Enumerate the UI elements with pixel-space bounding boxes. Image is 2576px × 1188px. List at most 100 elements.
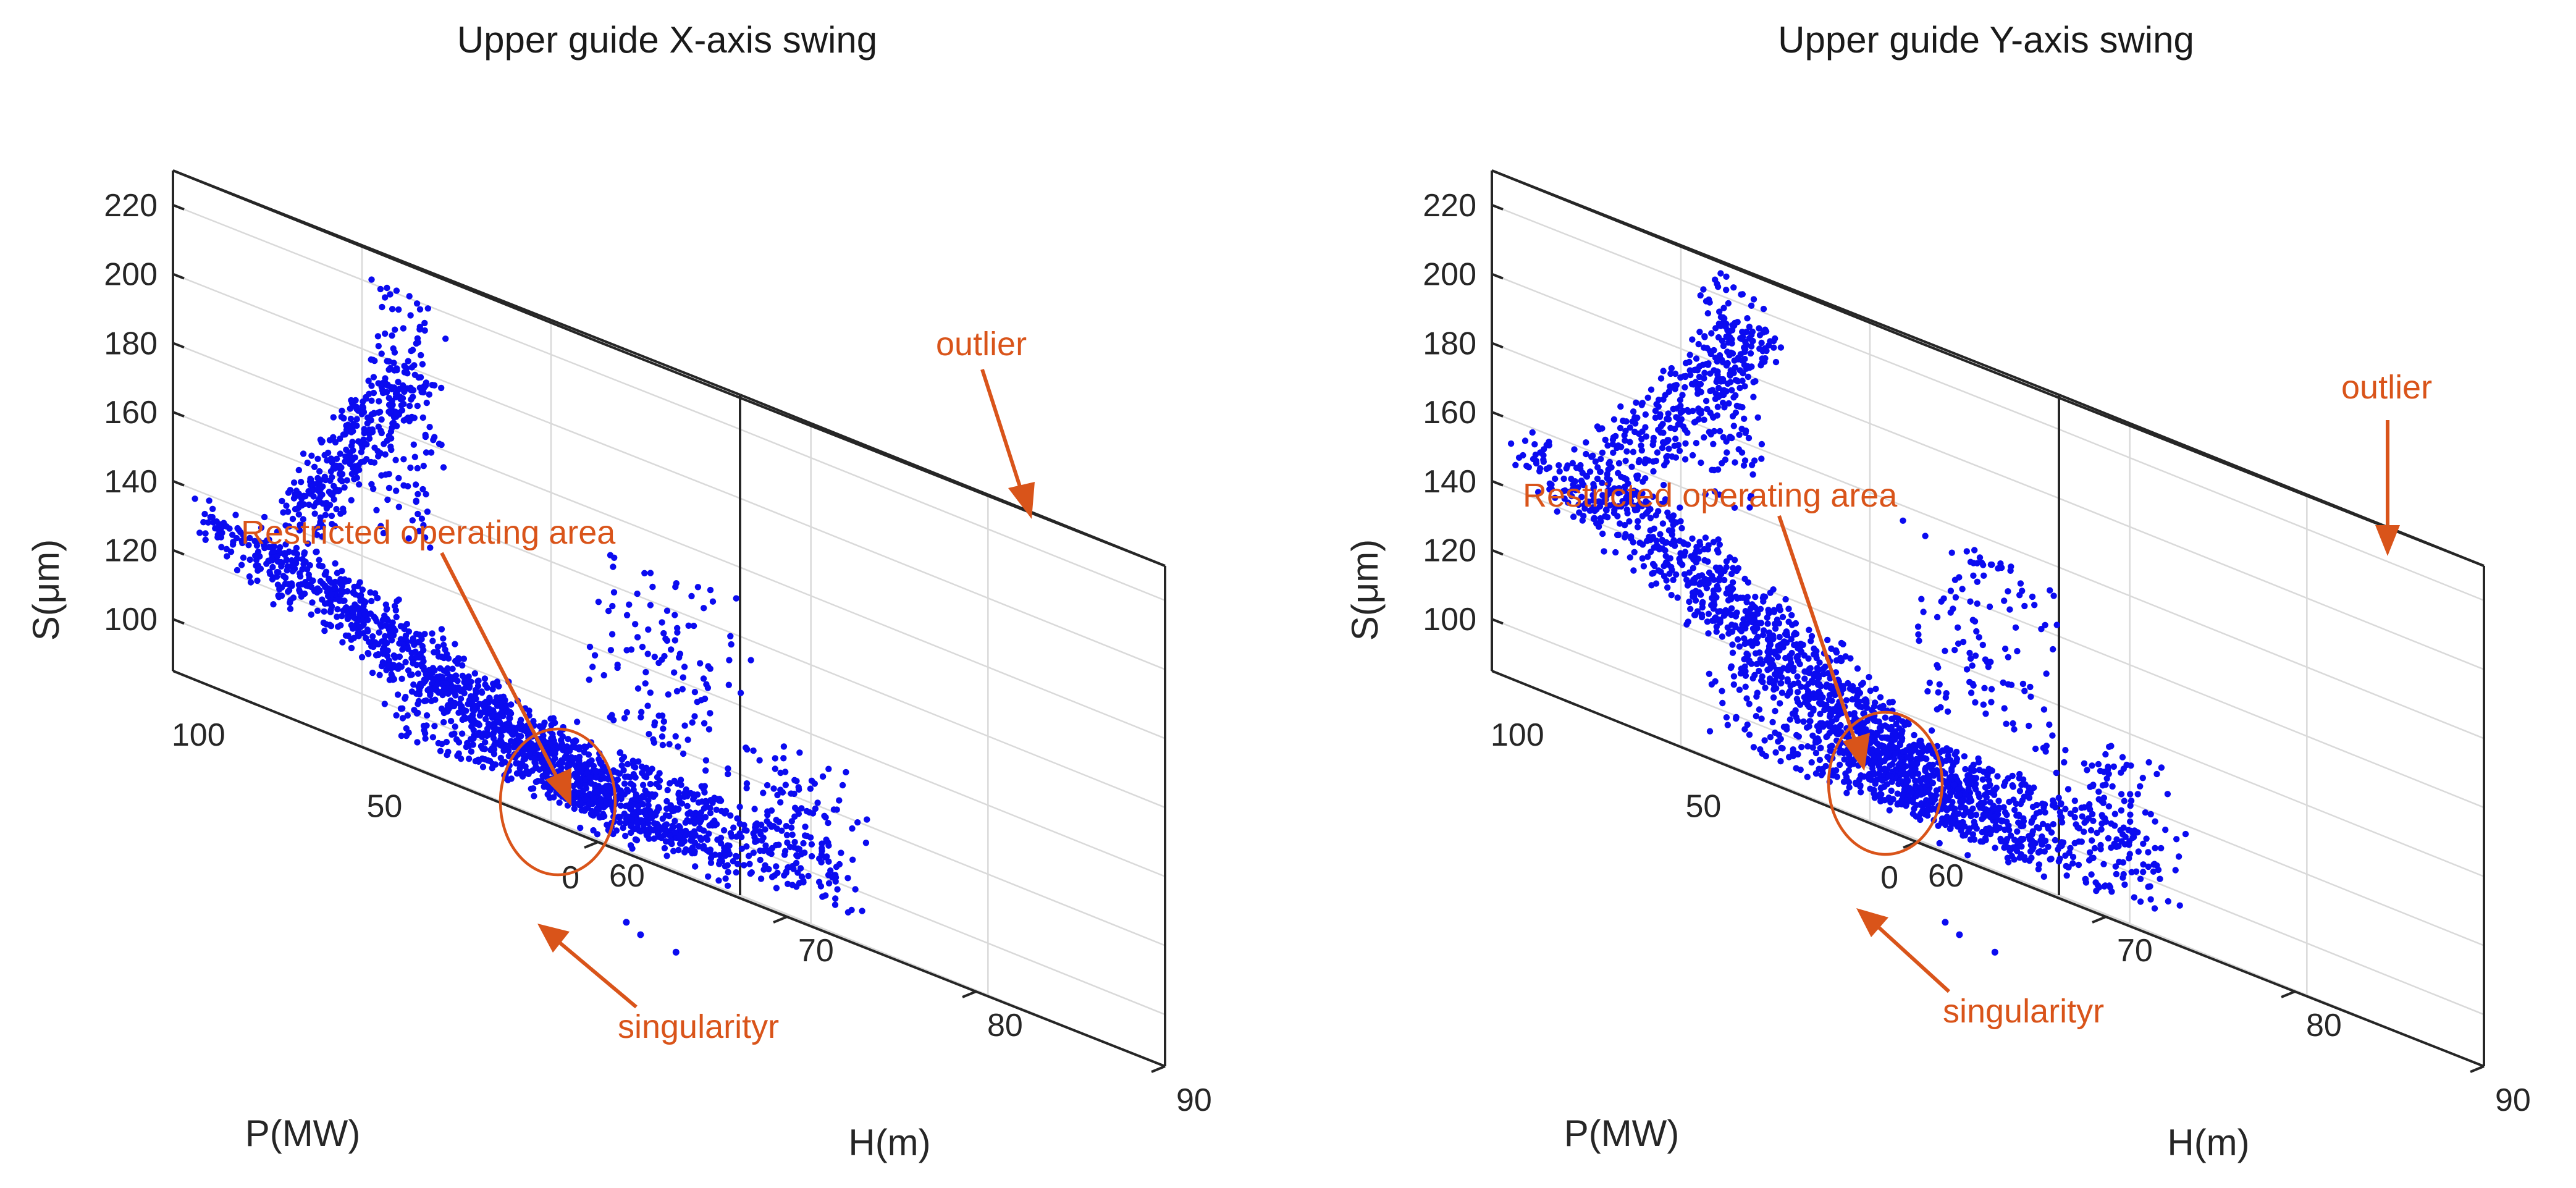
data-point	[610, 563, 617, 570]
data-point	[1947, 825, 1954, 832]
data-point	[423, 449, 430, 456]
data-point	[1800, 718, 1807, 725]
data-point	[269, 576, 276, 583]
data-point	[405, 358, 411, 364]
data-point	[1869, 746, 1876, 753]
data-point	[284, 508, 292, 515]
data-point	[1679, 392, 1686, 398]
arrowhead-outlier	[1008, 482, 1035, 519]
data-point	[2027, 848, 2034, 855]
data-point	[614, 776, 621, 783]
data-point	[1980, 562, 1987, 568]
data-point	[574, 781, 581, 788]
data-point	[2029, 593, 2036, 600]
data-point	[1736, 643, 1743, 650]
data-point	[298, 593, 305, 600]
data-point	[1622, 457, 1629, 465]
data-point	[2049, 802, 2056, 809]
data-point	[862, 840, 870, 846]
data-point	[692, 863, 699, 870]
data-point	[750, 849, 757, 856]
data-point	[336, 462, 343, 470]
data-point	[1573, 465, 1580, 471]
data-point	[2040, 706, 2048, 713]
data-point	[240, 531, 246, 539]
data-point	[374, 594, 381, 602]
data-point	[357, 597, 364, 604]
data-point	[1961, 753, 1968, 760]
data-point	[791, 777, 798, 784]
data-point	[688, 592, 695, 600]
data-point	[1707, 387, 1714, 395]
data-point	[773, 863, 780, 870]
data-point	[418, 515, 426, 522]
data-point	[384, 437, 390, 444]
data-point	[1678, 524, 1685, 532]
data-point	[575, 759, 583, 765]
data-point	[1968, 764, 1975, 771]
data-point	[2053, 769, 2060, 777]
data-point	[366, 426, 373, 433]
z-tick-label: 140	[104, 464, 158, 500]
data-point	[1798, 648, 1805, 655]
data-point	[839, 781, 846, 789]
data-point	[2087, 827, 2095, 834]
data-point	[2137, 898, 2144, 905]
data-point	[304, 459, 311, 466]
data-point	[2086, 801, 2093, 808]
data-point	[1676, 555, 1683, 562]
data-point	[2094, 829, 2100, 836]
data-point	[791, 844, 798, 851]
data-point	[1695, 340, 1702, 348]
data-point	[1854, 665, 1861, 672]
data-point	[295, 581, 303, 588]
data-point	[2029, 803, 2037, 811]
data-point	[368, 276, 375, 283]
data-point	[1647, 527, 1654, 534]
data-point	[411, 641, 418, 649]
data-point	[1850, 687, 1856, 694]
data-point	[681, 664, 688, 670]
data-point	[658, 835, 665, 841]
data-point	[1628, 535, 1635, 542]
data-point	[1629, 418, 1636, 425]
data-point	[384, 496, 391, 503]
data-point	[309, 577, 316, 584]
data-point	[543, 770, 550, 777]
data-point	[1936, 840, 1943, 847]
data-point	[796, 749, 803, 756]
data-point	[531, 793, 537, 799]
data-point	[518, 717, 524, 723]
data-point	[2062, 852, 2069, 859]
data-point	[389, 306, 396, 313]
data-point	[1943, 780, 1950, 787]
data-point	[737, 689, 744, 696]
data-point	[1765, 607, 1772, 613]
data-point	[1641, 460, 1649, 466]
data-point	[414, 465, 421, 472]
data-point	[1754, 414, 1761, 421]
data-point	[2005, 654, 2011, 661]
data-point	[671, 612, 678, 618]
data-point	[1638, 402, 1645, 408]
data-point	[377, 523, 384, 529]
data-point	[1630, 567, 1637, 574]
data-point	[1783, 631, 1791, 639]
data-point	[293, 550, 301, 557]
data-point	[371, 444, 378, 451]
data-point	[1780, 639, 1787, 646]
data-point	[807, 785, 814, 792]
data-point	[773, 825, 781, 832]
data-point	[610, 589, 618, 596]
data-point	[330, 496, 337, 503]
data-point	[2019, 680, 2027, 688]
data-point	[223, 523, 230, 530]
data-point	[641, 570, 648, 576]
data-point	[1790, 667, 1797, 675]
data-point	[565, 736, 571, 743]
data-point	[725, 869, 731, 875]
data-point	[1704, 345, 1711, 352]
data-point	[1701, 557, 1708, 564]
data-point	[314, 455, 321, 462]
data-point	[449, 665, 456, 672]
